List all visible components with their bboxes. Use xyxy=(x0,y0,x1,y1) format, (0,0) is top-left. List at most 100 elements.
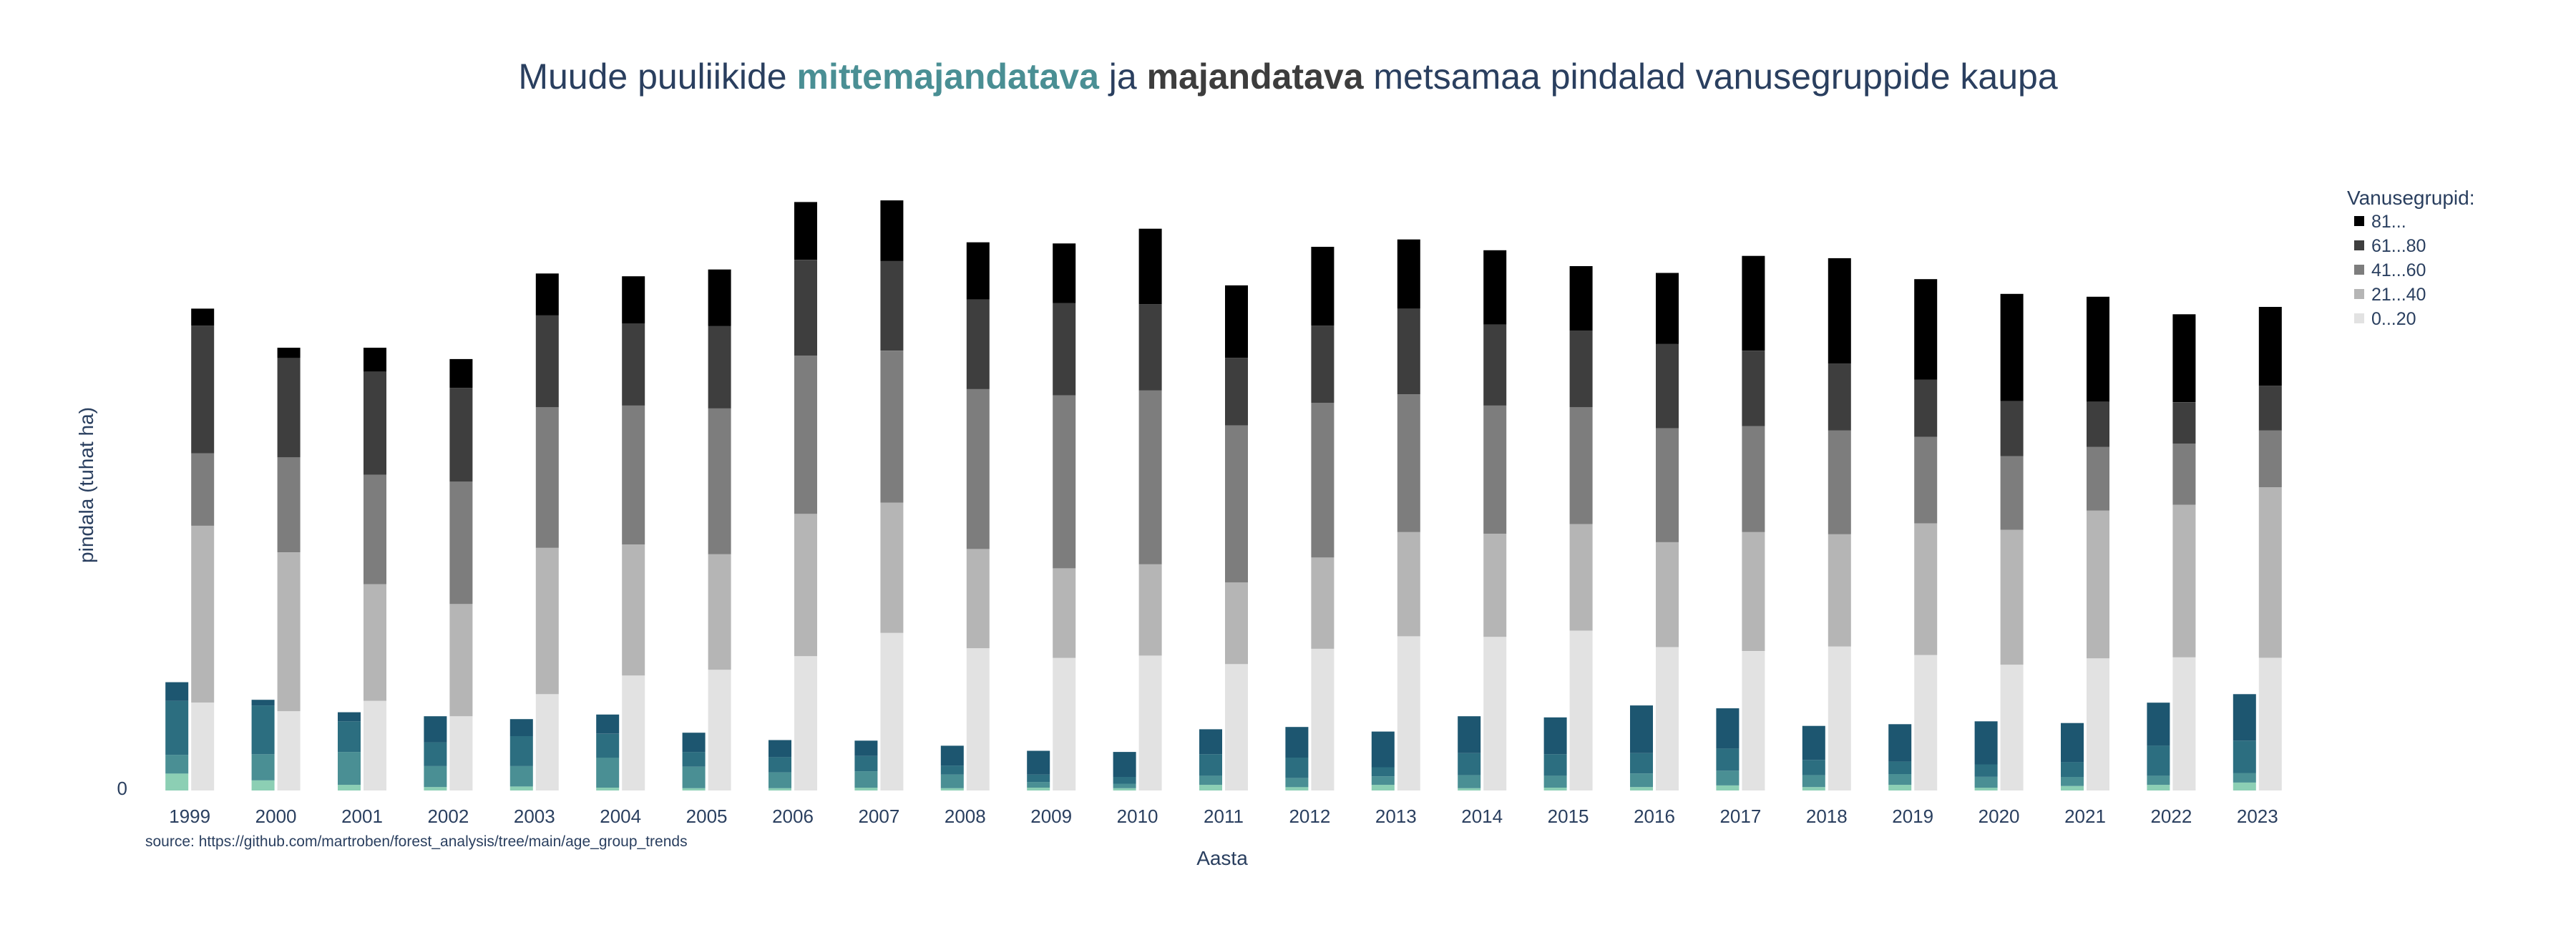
bar-segment-majandatava-2001-61...80 xyxy=(364,371,386,475)
bar-segment-majandatava-2018-61...80 xyxy=(1828,363,1851,431)
bar-segment-majandatava-2005-81... xyxy=(708,269,731,326)
bar-segment-mittemajandatava-2020-21...40 xyxy=(1974,777,1998,788)
bar-segment-mittemajandatava-2023-41...60 xyxy=(2233,740,2256,773)
bar-segment-mittemajandatava-2003-21...40 xyxy=(509,765,533,787)
bar-segment-majandatava-2019-81... xyxy=(1914,279,1938,380)
bar-segment-mittemajandatava-2002-41...60 xyxy=(424,742,447,766)
bar-segment-majandatava-2008-41...60 xyxy=(966,388,990,549)
bar-segment-mittemajandatava-2010-0...20 xyxy=(1113,788,1136,790)
bar-segment-majandatava-2013-61...80 xyxy=(1397,308,1420,395)
bar-segment-mittemajandatava-2011-41...60 xyxy=(1199,754,1222,776)
bar-segment-mittemajandatava-2017-41...60 xyxy=(1716,748,1740,771)
bar-segment-mittemajandatava-2002-61...80 xyxy=(424,716,447,743)
bar-segment-majandatava-2005-41...60 xyxy=(708,408,731,554)
bar-segment-majandatava-2004-0...20 xyxy=(622,675,645,790)
bar-segment-mittemajandatava-2010-21...40 xyxy=(1113,783,1136,788)
bar-segment-majandatava-1999-21...40 xyxy=(191,525,215,703)
bar-segment-mittemajandatava-2014-21...40 xyxy=(1458,775,1481,788)
x-tick-label-2019: 2019 xyxy=(1892,806,1933,827)
bar-segment-mittemajandatava-2012-41...60 xyxy=(1285,758,1309,778)
bar-segment-majandatava-2002-61...80 xyxy=(449,388,473,482)
bar-segment-majandatava-2010-21...40 xyxy=(1138,564,1162,656)
bar-segment-majandatava-2018-0...20 xyxy=(1828,646,1851,790)
bar-segment-mittemajandatava-2011-21...40 xyxy=(1199,775,1222,785)
bar-segment-majandatava-2004-61...80 xyxy=(622,323,645,406)
legend-label-0...20: 0...20 xyxy=(2371,309,2416,329)
bar-segment-majandatava-1999-61...80 xyxy=(191,326,215,454)
bar-segment-majandatava-2021-0...20 xyxy=(2087,658,2109,790)
bar-segment-mittemajandatava-2001-0...20 xyxy=(338,785,361,790)
x-tick-label-2013: 2013 xyxy=(1375,806,1417,827)
bar-segment-majandatava-2014-0...20 xyxy=(1483,637,1507,790)
bar-segment-mittemajandatava-2003-41...60 xyxy=(509,735,533,766)
legend-label-21...40: 21...40 xyxy=(2371,285,2426,305)
bar-segment-majandatava-2020-61...80 xyxy=(2000,401,2024,456)
bar-segment-majandatava-2017-61...80 xyxy=(1742,351,1765,426)
bar-segment-majandatava-2011-61...80 xyxy=(1225,358,1248,426)
bar-segment-mittemajandatava-2016-61...80 xyxy=(1630,705,1653,753)
bar-segment-mittemajandatava-2004-61...80 xyxy=(596,714,620,734)
legend: Vanusegrupid: 81... 61...80 41...60 21...40… xyxy=(2347,187,2475,329)
bar-segment-mittemajandatava-2023-61...80 xyxy=(2233,694,2256,741)
bar-segment-mittemajandatava-2015-61...80 xyxy=(1543,717,1567,755)
bar-segment-majandatava-2016-61...80 xyxy=(1656,343,1679,429)
bar-segment-mittemajandatava-2004-41...60 xyxy=(596,733,620,758)
bar-segment-majandatava-2016-0...20 xyxy=(1656,647,1679,790)
bar-segment-majandatava-2009-61...80 xyxy=(1053,303,1076,396)
x-tick-label-2002: 2002 xyxy=(427,806,469,827)
bar-segment-mittemajandatava-2015-0...20 xyxy=(1543,788,1567,790)
bar-segment-majandatava-2018-41...60 xyxy=(1828,430,1851,534)
bar-segment-majandatava-2019-21...40 xyxy=(1914,523,1938,655)
bar-segment-mittemajandatava-2015-41...60 xyxy=(1543,754,1567,776)
bar-segment-majandatava-2020-0...20 xyxy=(2000,665,2024,790)
bar-segment-mittemajandatava-2013-0...20 xyxy=(1371,785,1395,790)
title-part-1: Muude puuliikide xyxy=(518,57,796,97)
bar-segment-majandatava-2000-41...60 xyxy=(277,457,301,553)
bar-segment-majandatava-2009-41...60 xyxy=(1053,395,1076,569)
bar-segment-mittemajandatava-2008-0...20 xyxy=(940,788,964,790)
bar-segment-majandatava-2012-41...60 xyxy=(1311,403,1335,558)
bar-segment-majandatava-2021-61...80 xyxy=(2087,401,2109,447)
bar-segment-majandatava-2011-0...20 xyxy=(1225,664,1248,790)
bar-segment-majandatava-2011-81... xyxy=(1225,285,1248,358)
legend-swatch-0...20 xyxy=(2354,313,2364,323)
x-tick-label-2006: 2006 xyxy=(772,806,814,827)
bar-segment-majandatava-2013-21...40 xyxy=(1397,532,1420,637)
bar-segment-mittemajandatava-2007-0...20 xyxy=(854,788,878,790)
bar-segment-mittemajandatava-2014-41...60 xyxy=(1458,753,1481,775)
bar-segment-majandatava-2012-61...80 xyxy=(1311,326,1335,403)
bar-segment-majandatava-2000-21...40 xyxy=(277,552,301,712)
bar-segment-mittemajandatava-2007-41...60 xyxy=(854,755,878,772)
bar-segment-majandatava-2002-21...40 xyxy=(449,604,473,717)
bar-segment-mittemajandatava-2014-61...80 xyxy=(1458,716,1481,753)
bar-segment-majandatava-2002-81... xyxy=(449,358,473,388)
bar-segment-mittemajandatava-2021-61...80 xyxy=(2061,723,2084,763)
bar-segment-majandatava-2023-81... xyxy=(2258,307,2282,386)
bar-segment-mittemajandatava-2018-61...80 xyxy=(1802,725,1825,760)
bar-segment-mittemajandatava-2006-41...60 xyxy=(769,757,791,773)
legend-swatch-81... xyxy=(2354,216,2364,226)
bar-segment-mittemajandatava-2014-0...20 xyxy=(1458,788,1481,790)
bar-segment-mittemajandatava-2005-61...80 xyxy=(682,733,706,753)
bar-segment-majandatava-2007-21...40 xyxy=(880,502,904,633)
bar-segment-mittemajandatava-1999-41...60 xyxy=(165,700,189,755)
bar-segment-mittemajandatava-2020-0...20 xyxy=(1974,788,1998,790)
x-tick-label-2023: 2023 xyxy=(2237,806,2278,827)
bar-segment-majandatava-2010-0...20 xyxy=(1138,655,1162,790)
y-tick-label-zero: 0 xyxy=(117,778,127,799)
bar-segment-majandatava-2005-61...80 xyxy=(708,326,731,408)
bar-segment-majandatava-2008-61...80 xyxy=(966,299,990,389)
bar-segment-mittemajandatava-2009-41...60 xyxy=(1027,774,1050,783)
title-part-5: metsamaa pindalad vanusegruppide kaupa xyxy=(1364,57,2058,97)
bar-segment-majandatava-2010-61...80 xyxy=(1138,304,1162,391)
bar-segment-majandatava-2020-41...60 xyxy=(2000,456,2024,530)
legend-swatch-21...40 xyxy=(2354,289,2364,299)
bar-segment-majandatava-2013-0...20 xyxy=(1397,636,1420,790)
x-tick-label-2008: 2008 xyxy=(945,806,986,827)
bar-segment-majandatava-2014-61...80 xyxy=(1483,324,1507,406)
bar-segment-mittemajandatava-2008-61...80 xyxy=(940,745,964,766)
bar-segment-mittemajandatava-2007-21...40 xyxy=(854,771,878,788)
bar-segment-majandatava-2003-61...80 xyxy=(535,315,559,408)
bar-segment-mittemajandatava-2009-21...40 xyxy=(1027,782,1050,788)
legend-label-81...: 81... xyxy=(2371,212,2406,232)
